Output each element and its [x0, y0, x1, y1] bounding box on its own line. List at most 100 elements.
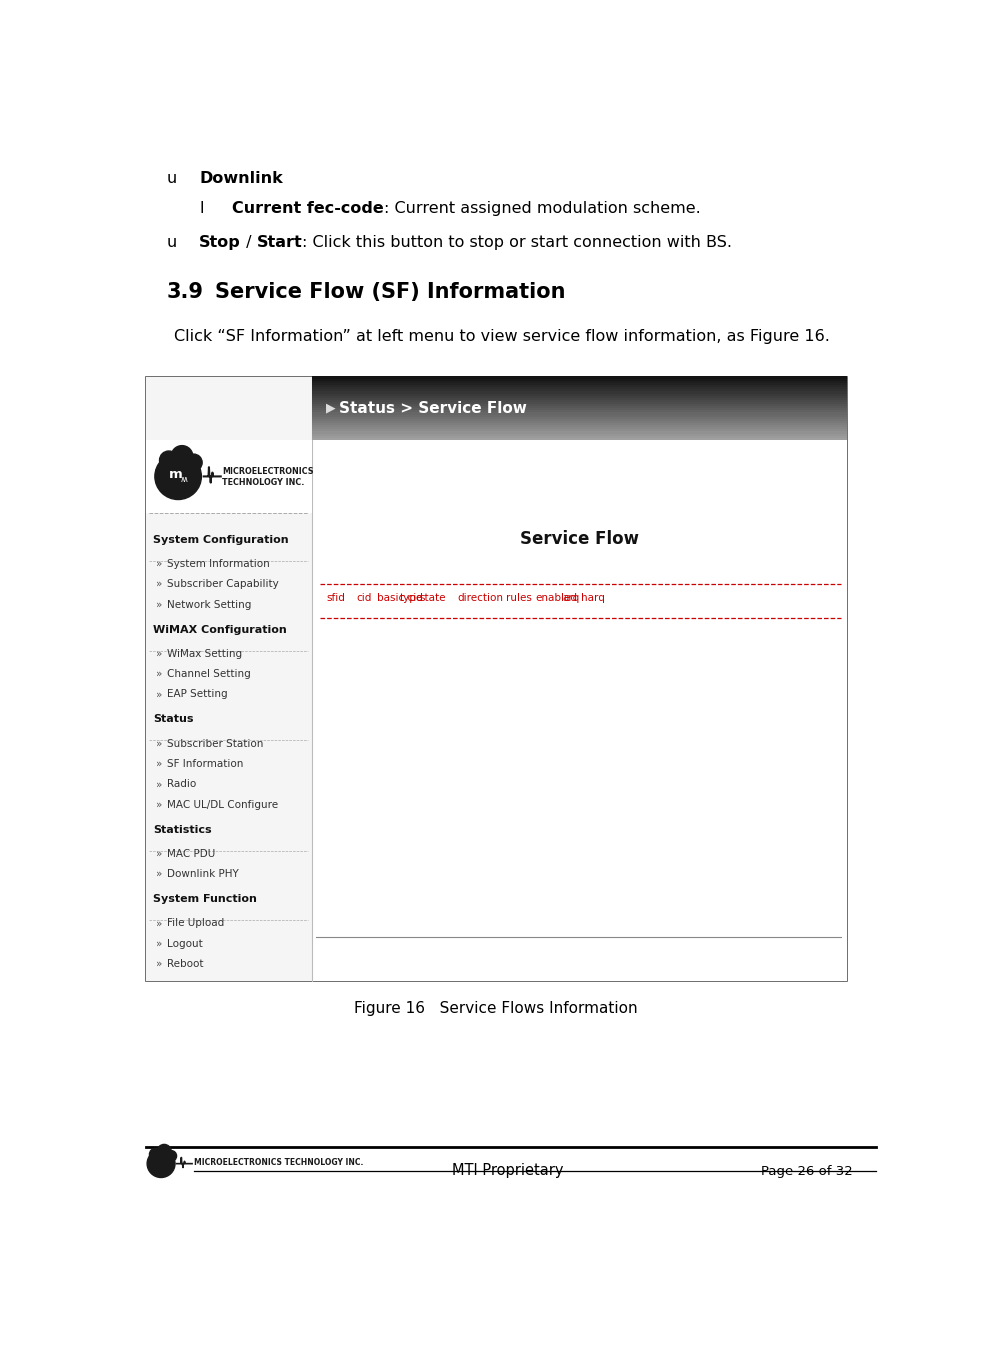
- Bar: [312, 407, 847, 410]
- Bar: [146, 440, 312, 513]
- Text: MICROELECTRONICS TECHNOLOGY INC.: MICROELECTRONICS TECHNOLOGY INC.: [193, 1159, 363, 1167]
- Bar: [312, 397, 847, 399]
- Text: arq: arq: [563, 592, 580, 603]
- Bar: [312, 380, 847, 383]
- Bar: [312, 426, 847, 429]
- Text: Page 26 of 32: Page 26 of 32: [761, 1166, 853, 1178]
- Text: sfid: sfid: [326, 592, 345, 603]
- Text: »: »: [157, 849, 163, 859]
- Text: u: u: [166, 235, 176, 251]
- Circle shape: [185, 455, 202, 471]
- Text: state: state: [419, 592, 446, 603]
- Text: ʍ: ʍ: [181, 475, 187, 484]
- Text: WiMax Setting: WiMax Setting: [167, 649, 243, 658]
- Circle shape: [165, 1151, 176, 1161]
- Text: direction: direction: [457, 592, 503, 603]
- Text: EAP Setting: EAP Setting: [167, 689, 228, 699]
- Circle shape: [150, 1148, 162, 1160]
- Bar: [312, 422, 847, 425]
- Text: Service Flow (SF) Information: Service Flow (SF) Information: [214, 282, 565, 302]
- Text: »: »: [157, 780, 163, 789]
- Text: WiMAX Configuration: WiMAX Configuration: [154, 625, 287, 634]
- Text: File Upload: File Upload: [167, 919, 225, 928]
- Text: Radio: Radio: [167, 780, 196, 789]
- Bar: [312, 429, 847, 432]
- Text: Channel Setting: Channel Setting: [167, 669, 251, 679]
- Text: MICROELECTRONICS: MICROELECTRONICS: [222, 467, 314, 476]
- Circle shape: [158, 1144, 171, 1159]
- Text: 3.9: 3.9: [166, 282, 203, 302]
- Bar: [312, 395, 847, 398]
- Text: »: »: [157, 919, 163, 928]
- Text: Downlink PHY: Downlink PHY: [167, 869, 239, 880]
- Bar: [312, 384, 847, 387]
- Circle shape: [171, 445, 193, 467]
- Text: : Click this button to stop or start connection with BS.: : Click this button to stop or start con…: [302, 235, 732, 251]
- Text: Status: Status: [154, 715, 194, 724]
- Text: cid: cid: [357, 592, 372, 603]
- Bar: [312, 386, 847, 390]
- Text: m: m: [168, 468, 182, 480]
- Bar: [312, 430, 847, 433]
- Text: System Information: System Information: [167, 558, 270, 569]
- Text: SF Information: SF Information: [167, 759, 244, 769]
- Bar: [312, 389, 847, 391]
- Bar: [312, 391, 847, 394]
- Circle shape: [147, 1149, 175, 1178]
- Bar: [312, 434, 847, 437]
- Bar: [312, 378, 847, 380]
- Text: »: »: [157, 739, 163, 749]
- Text: »: »: [157, 599, 163, 610]
- Bar: [312, 425, 847, 428]
- Text: »: »: [157, 649, 163, 658]
- Text: TECHNOLOGY INC.: TECHNOLOGY INC.: [222, 478, 304, 487]
- Text: Figure 16   Service Flows Information: Figure 16 Service Flows Information: [355, 1001, 638, 1017]
- Text: »: »: [157, 558, 163, 569]
- Text: harq: harq: [581, 592, 605, 603]
- Bar: [312, 433, 847, 436]
- Text: Status > Service Flow: Status > Service Flow: [339, 401, 527, 415]
- Text: Statistics: Statistics: [154, 824, 212, 835]
- Bar: [146, 376, 312, 981]
- Text: Reboot: Reboot: [167, 959, 204, 969]
- Text: u: u: [166, 171, 176, 186]
- Bar: [312, 401, 847, 405]
- Text: basic cid: basic cid: [378, 592, 423, 603]
- Bar: [312, 382, 847, 384]
- Bar: [146, 376, 847, 981]
- Text: System Function: System Function: [154, 894, 258, 904]
- Bar: [312, 415, 847, 418]
- Text: l: l: [199, 201, 203, 216]
- Text: Click “SF Information” at left menu to view service flow information, as Figure : Click “SF Information” at left menu to v…: [174, 329, 830, 344]
- Text: Service Flow: Service Flow: [520, 530, 639, 548]
- Text: »: »: [157, 579, 163, 590]
- Text: Current fec-code: Current fec-code: [232, 201, 385, 216]
- Bar: [312, 410, 847, 413]
- Bar: [312, 376, 847, 981]
- Text: »: »: [157, 689, 163, 699]
- Bar: [312, 414, 847, 417]
- Text: Subscriber Station: Subscriber Station: [167, 739, 264, 749]
- Bar: [312, 393, 847, 395]
- Bar: [312, 406, 847, 409]
- Circle shape: [155, 453, 201, 499]
- Text: »: »: [157, 669, 163, 679]
- Circle shape: [160, 451, 178, 469]
- Text: »: »: [157, 759, 163, 769]
- Text: Network Setting: Network Setting: [167, 599, 252, 610]
- Text: MAC PDU: MAC PDU: [167, 849, 215, 859]
- Text: »: »: [157, 800, 163, 809]
- Text: »: »: [157, 869, 163, 880]
- Text: System Configuration: System Configuration: [154, 534, 289, 545]
- Text: »: »: [157, 939, 163, 948]
- Bar: [312, 411, 847, 414]
- Bar: [312, 403, 847, 406]
- Text: ▶: ▶: [326, 402, 336, 414]
- Text: Downlink: Downlink: [199, 171, 282, 186]
- Text: Logout: Logout: [167, 939, 203, 948]
- Text: Stop: Stop: [199, 235, 241, 251]
- Text: Start: Start: [257, 235, 302, 251]
- Bar: [312, 420, 847, 424]
- Text: MTI Proprietary: MTI Proprietary: [452, 1163, 564, 1178]
- Text: »: »: [157, 959, 163, 969]
